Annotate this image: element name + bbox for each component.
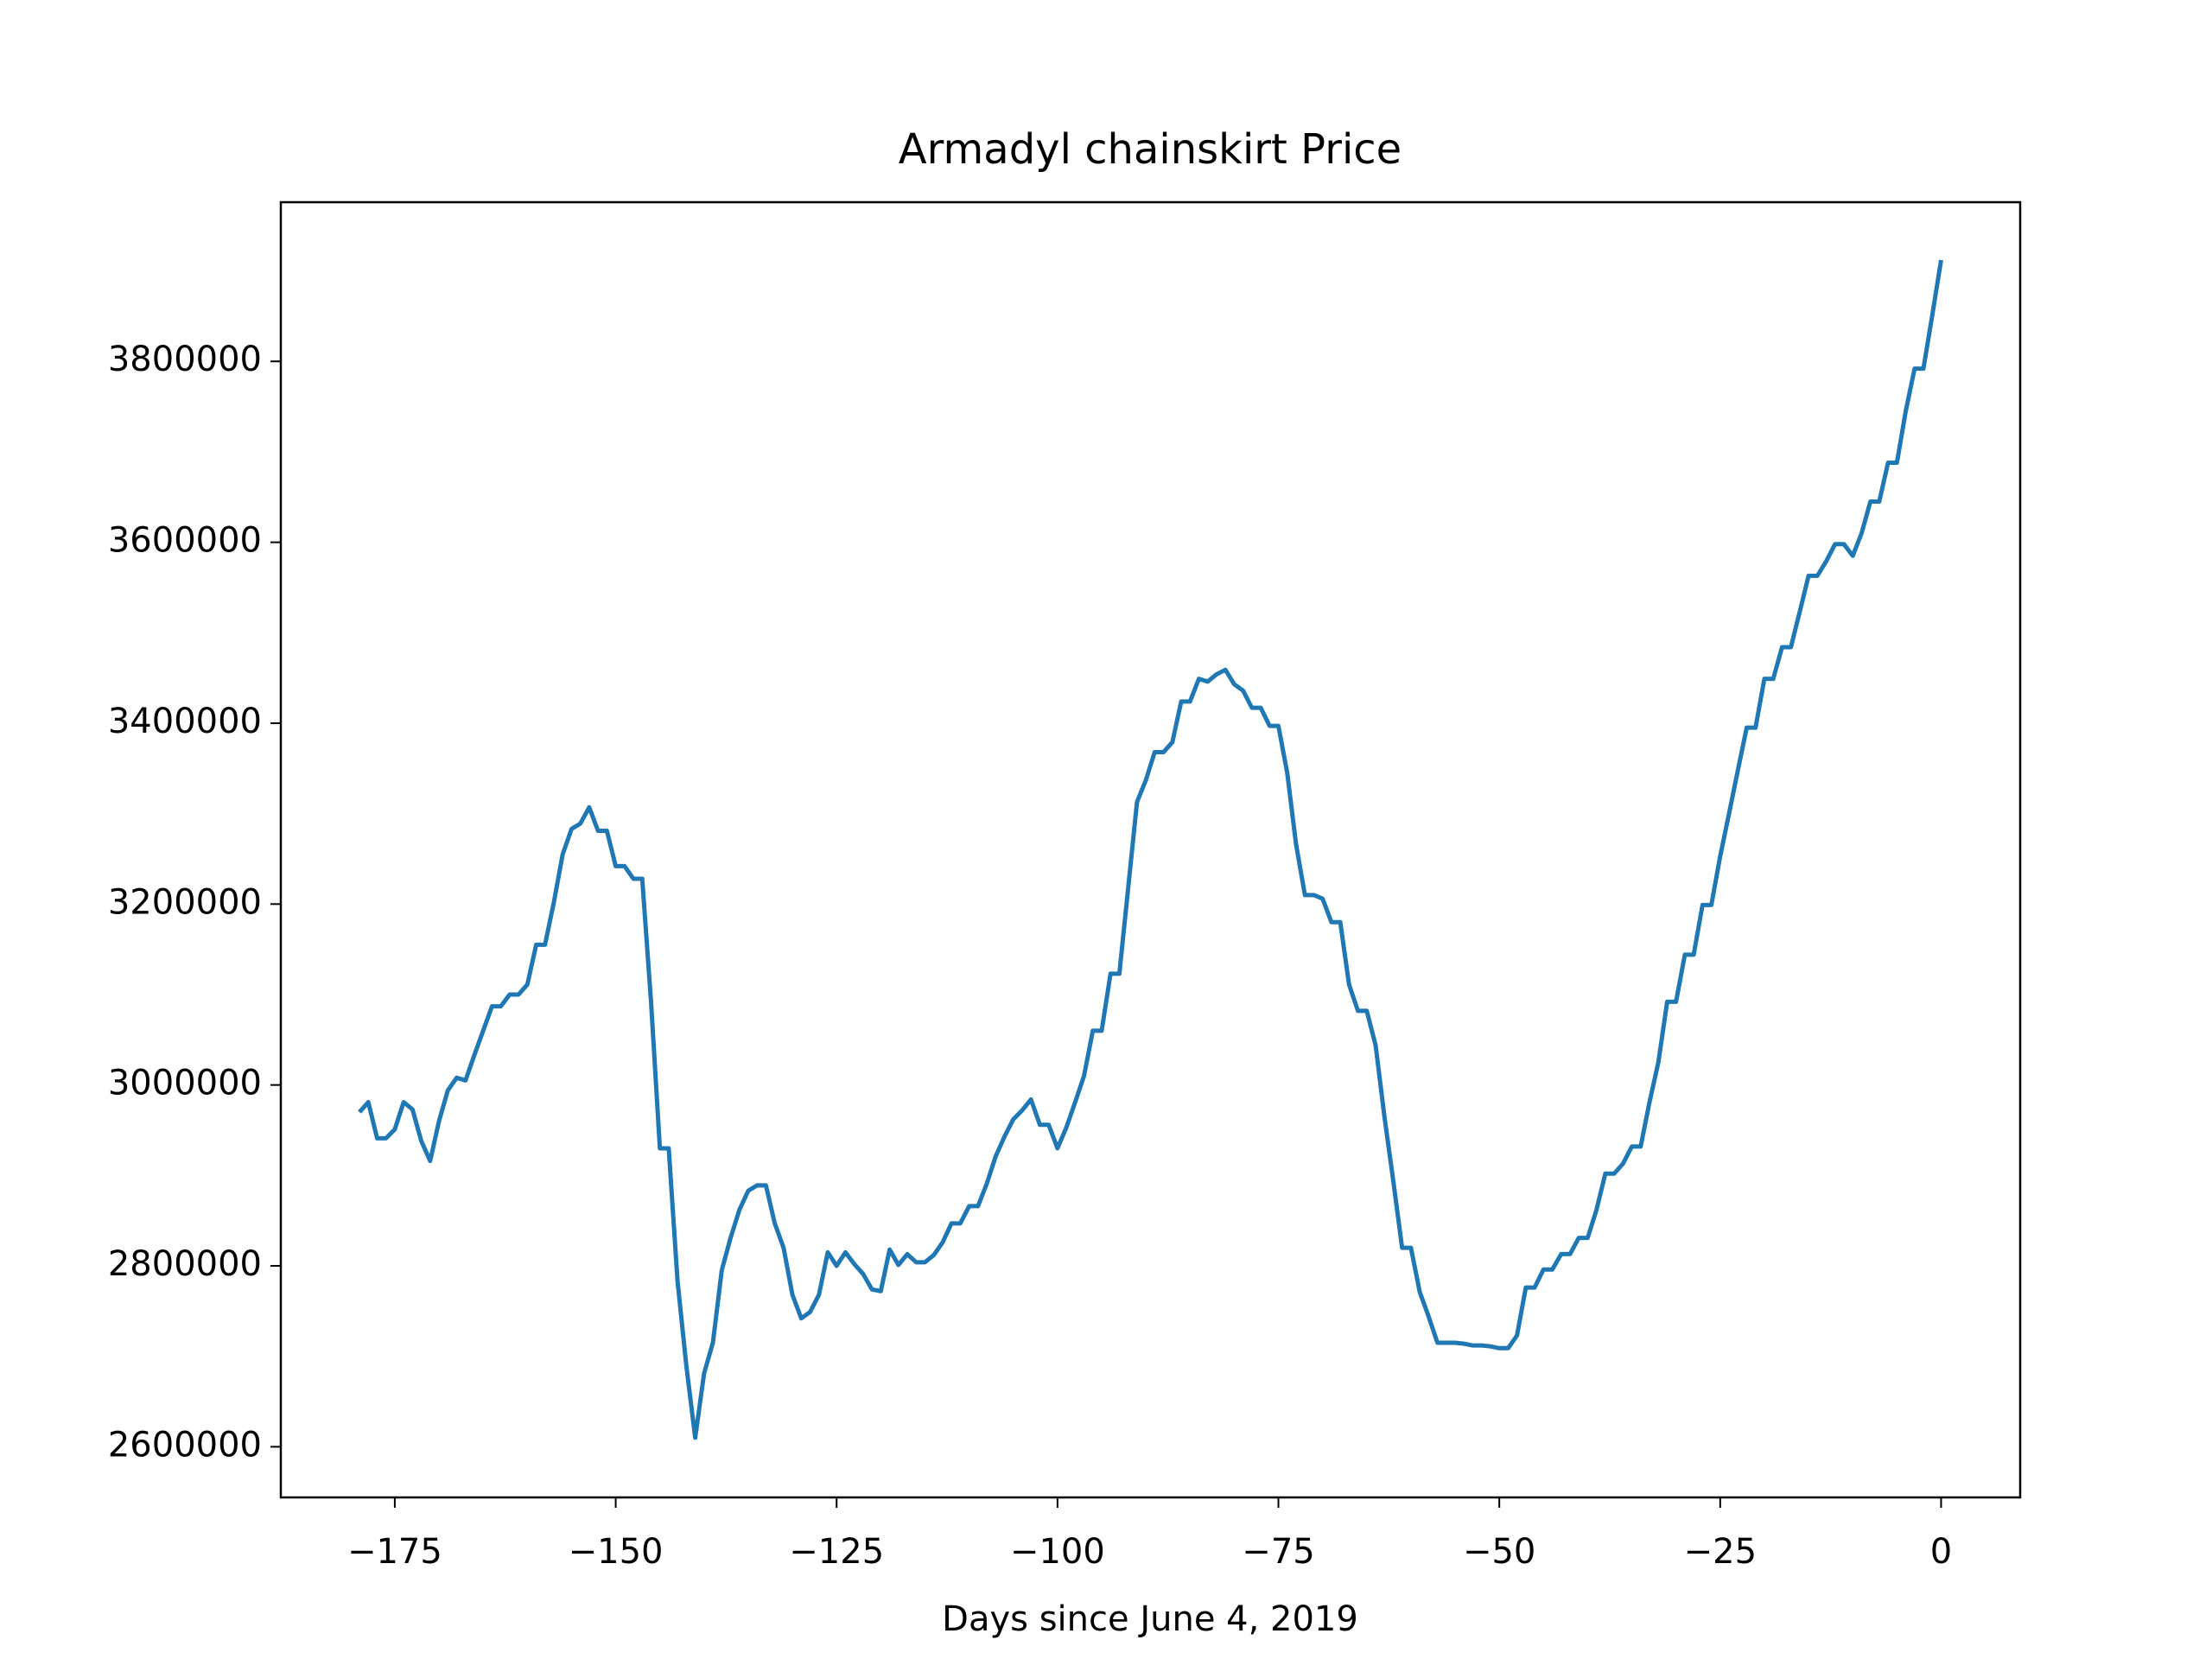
x-axis-label: Days since June 4, 2019 xyxy=(942,1599,1358,1639)
x-tick-label: −50 xyxy=(1463,1532,1535,1572)
data-line xyxy=(358,259,1943,1440)
y-tick-label: 3600000 xyxy=(108,521,262,561)
x-tick-label: −75 xyxy=(1242,1532,1314,1572)
y-tick-label: 3200000 xyxy=(108,882,262,922)
y-tick-label: 2800000 xyxy=(108,1244,262,1284)
y-tick-label: 3800000 xyxy=(108,340,262,379)
y-tick-label: 3400000 xyxy=(108,702,262,741)
x-tick-label: 0 xyxy=(1930,1532,1952,1572)
chart-title: Armadyl chainskirt Price xyxy=(899,125,1402,174)
x-tick-label: −100 xyxy=(1010,1532,1105,1572)
plot-frame xyxy=(279,200,2022,1499)
y-tick-label: 2600000 xyxy=(108,1425,262,1465)
x-tick-label: −175 xyxy=(347,1532,442,1572)
x-tick-label: −125 xyxy=(789,1532,884,1572)
y-tick-label: 3000000 xyxy=(108,1064,262,1103)
x-tick-label: −25 xyxy=(1684,1532,1757,1572)
x-tick-label: −150 xyxy=(569,1532,664,1572)
